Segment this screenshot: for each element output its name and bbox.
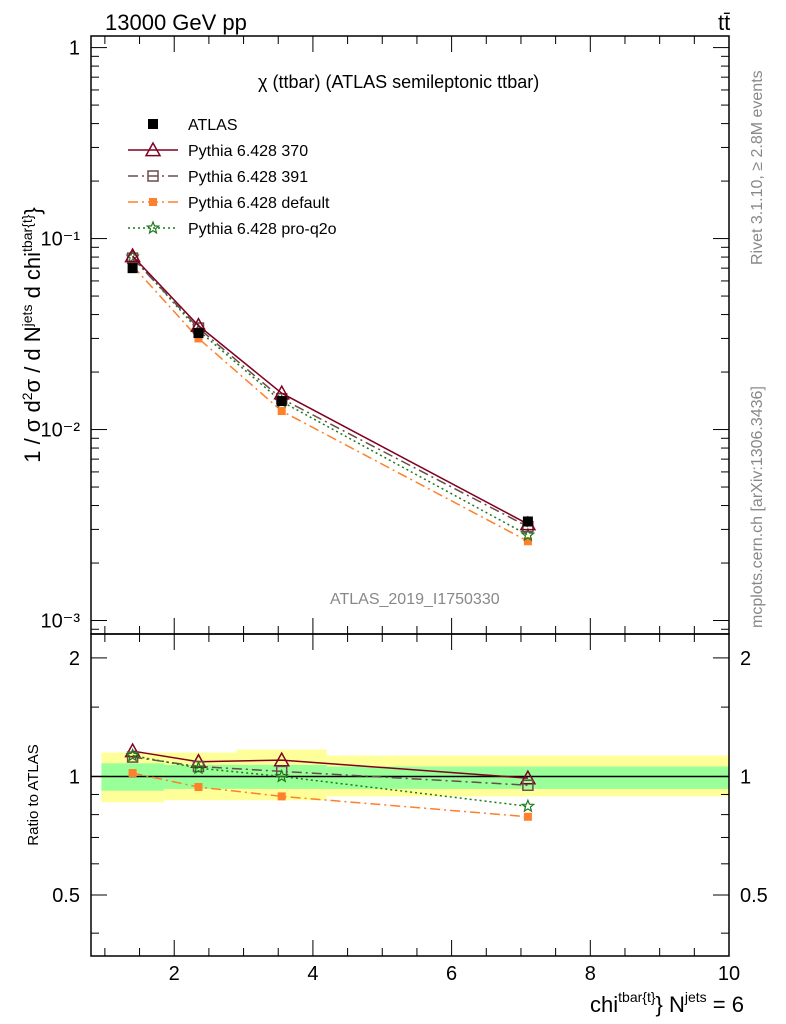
ratio-frame [90,633,730,957]
source-label: mcplots.cern.ch [arXiv:1306.3436] [749,386,766,628]
legend-marker [148,119,158,129]
main-y-tick-label: 10⁻² [41,420,81,442]
ratio-point [274,768,289,783]
energy-label: 13000 GeV pp [105,10,247,35]
ratio-y-tick-label: 1 [69,766,80,788]
ratio-y-tick-label: 0.5 [52,885,80,907]
legend-marker [144,141,162,157]
data-point [194,334,203,343]
ratio-point [191,760,206,775]
x-axis-label: chitbar{t}} Njets = 6 [590,989,744,1017]
data-point [277,407,286,416]
ratio-line-pythia-6-428-370 [132,750,528,779]
legend-label: ATLAS [188,117,238,134]
x-tick-label: 6 [446,963,457,985]
ratio-point [522,779,534,791]
analysis-id: ATLAS_2019_I1750330 [330,591,500,608]
series-line-pythia-6-428-default [132,265,529,542]
ratio-y-tick-label: 2 [69,648,80,670]
main-y-tick-label: 1 [69,38,80,60]
data-point [127,263,138,274]
legend-label: Pythia 6.428 370 [188,143,308,160]
data-point [276,396,287,407]
process-label: tt̄ [718,10,730,35]
ratio-point [519,769,537,785]
ratio-point [124,742,141,758]
legend: ATLAS Pythia 6.428 370 Pythia 6.428 391 Pyt… [128,117,337,238]
ratio-point [277,792,286,801]
rivet-label: Rivet 3.1.10, ≥ 2.8M events [749,70,766,265]
x-tick-label: 10 [718,963,740,985]
ratio-line-pythia-6-428-391 [132,756,528,786]
main-y-tick-label: 10⁻¹ [41,229,81,251]
ratio-plot-panel: 2 4 6 8 10 2 2 1 1 0.5 0.5 [52,634,768,985]
x-tick-label: 8 [585,963,596,985]
data-point [522,516,533,527]
ratio-point [520,798,536,813]
x-tick-label: 4 [307,963,318,985]
data-point [523,537,532,546]
ratio-point [194,783,203,792]
legend-marker [147,170,159,182]
ratio-point [125,747,140,762]
series-line-pythia-6-428-391 [132,257,529,528]
plot-title: χ (ttbar) (ATLAS semileptonic ttbar) [258,72,539,92]
main-y-tick-label: 10⁻³ [41,611,81,633]
legend-label: Pythia 6.428 default [188,195,330,212]
ratio-y-tick-label-right: 0.5 [740,885,768,907]
x-tick-label: 2 [169,963,180,985]
ratio-ylabel: Ratio to ATLAS [25,744,42,845]
legend-label: Pythia 6.428 pro-q2o [188,221,337,238]
ratio-y-tick-label-right: 1 [740,766,751,788]
legend-label: Pythia 6.428 391 [188,169,308,186]
main-plot-panel: 1 10⁻¹ 10⁻² 10⁻³ [41,36,730,634]
series-line-pythia-6-428-370 [132,255,529,525]
ratio-point [523,812,532,821]
legend-marker [149,198,157,206]
legend-marker [145,220,161,235]
main-frame [90,35,730,635]
data-point [193,328,204,339]
ratio-point [128,769,137,778]
ratio-y-tick-label-right: 2 [740,648,751,670]
data-point [124,247,141,263]
series-line-pythia-6-428-pro-q2o [132,256,529,536]
data-point [520,527,536,542]
ratio-line-pythia-6-428-default [132,772,528,818]
